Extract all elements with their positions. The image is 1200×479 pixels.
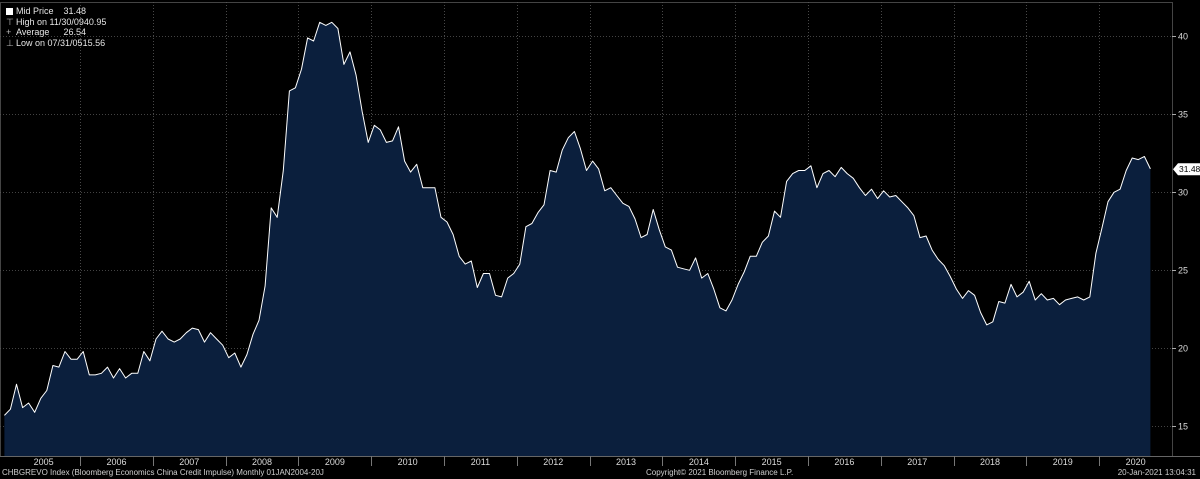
footer-timestamp: 20-Jan-2021 13:04:31 bbox=[1117, 468, 1196, 477]
y-tick-label: 15 bbox=[1178, 422, 1188, 432]
legend-low-row: ⊥ Low on 07/31/05 15.56 bbox=[6, 37, 105, 49]
high-marker-icon: ⊤ bbox=[6, 16, 14, 27]
x-tick-label: 2019 bbox=[1053, 457, 1073, 467]
footer-security-description: CHBGREVO Index (Bloomberg Economics Chin… bbox=[2, 468, 324, 477]
x-tick-label: 2007 bbox=[179, 457, 199, 467]
x-tick-label: 2008 bbox=[252, 457, 272, 467]
y-tick-label: 25 bbox=[1178, 266, 1188, 276]
legend-series-name: Mid Price bbox=[16, 6, 54, 16]
series-area bbox=[4, 21, 1151, 457]
legend-high-row: ⊤ High on 11/30/09 40.95 bbox=[6, 16, 106, 28]
last-value-tag-group: 31.48 bbox=[1173, 163, 1200, 176]
x-tick-label: 2011 bbox=[471, 457, 490, 467]
chart-legend: Mid Price 31.48 ⊤ High on 11/30/09 40.95 … bbox=[6, 6, 106, 49]
x-tick-label: 2014 bbox=[689, 457, 709, 467]
x-tick-label: 2010 bbox=[398, 457, 418, 467]
legend-average-row: + Average 26.54 bbox=[6, 27, 86, 38]
x-tick-label: 2018 bbox=[980, 457, 1000, 467]
legend-low-value: 15.56 bbox=[82, 37, 106, 48]
x-tick-label: 2009 bbox=[325, 457, 345, 467]
legend-average-value: 26.54 bbox=[63, 27, 86, 37]
x-tick-label: 2006 bbox=[106, 457, 126, 467]
x-tick-label: 2017 bbox=[907, 457, 927, 467]
series-swatch bbox=[6, 8, 13, 15]
x-axis: 2005 2006 2007 2008 2009 2010 2011 2012 2013 2014… bbox=[0, 456, 1200, 467]
average-marker-icon: + bbox=[6, 27, 12, 37]
y-tick-label: 35 bbox=[1178, 110, 1188, 120]
y-tick-label: 20 bbox=[1178, 344, 1188, 354]
x-tick-label: 2005 bbox=[34, 457, 54, 467]
footer-copyright: Copyright© 2021 Bloomberg Finance L.P. bbox=[646, 468, 794, 477]
legend-high-value: 40.95 bbox=[83, 16, 107, 27]
x-tick-label: 2012 bbox=[543, 457, 563, 467]
y-tick-label: 30 bbox=[1178, 188, 1188, 198]
last-value-tag: 31.48 bbox=[1179, 164, 1200, 174]
x-tick-label: 2015 bbox=[762, 457, 782, 467]
chart-footer: CHBGREVO Index (Bloomberg Economics Chin… bbox=[0, 467, 1200, 479]
low-marker-icon: ⊥ bbox=[6, 37, 14, 48]
x-tick-label: 2016 bbox=[834, 457, 854, 467]
legend-low-label: Low on 07/31/05 bbox=[16, 37, 83, 48]
y-tick-label: 40 bbox=[1178, 32, 1188, 42]
legend-series-value: 31.48 bbox=[63, 6, 86, 16]
series-line bbox=[4, 21, 1151, 416]
series-area-fill bbox=[4, 22, 1151, 457]
x-tick-label: 2013 bbox=[616, 457, 636, 467]
legend-high-label: High on 11/30/09 bbox=[16, 16, 84, 27]
legend-series-row: Mid Price 31.48 bbox=[6, 6, 86, 17]
legend-average-label: Average bbox=[16, 27, 50, 37]
y-axis: 15 20 25 30 35 40 bbox=[1172, 32, 1188, 432]
last-value-tag-bg bbox=[1173, 163, 1200, 176]
x-tick-label: 2020 bbox=[1126, 457, 1146, 467]
